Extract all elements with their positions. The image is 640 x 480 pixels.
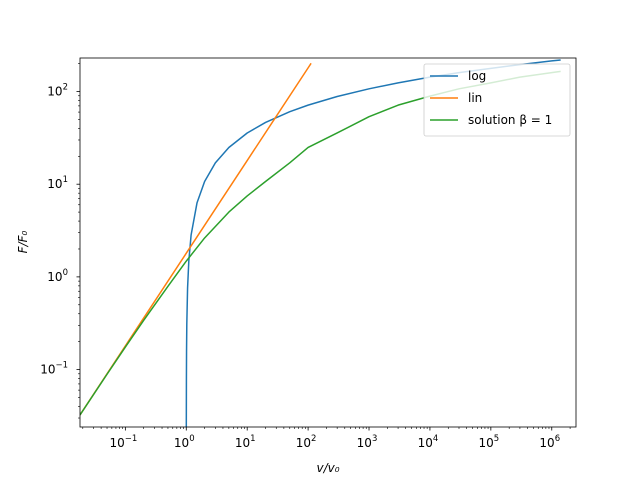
y-tick-label-2: 101 xyxy=(47,175,68,191)
x-tick-label-3: 102 xyxy=(296,434,317,450)
legend: log lin solution β = 1 xyxy=(423,63,571,137)
legend-entry-2: solution β = 1 xyxy=(468,113,552,127)
legend-entry-0: log xyxy=(468,69,486,83)
x-axis-label: v/v₀ xyxy=(316,461,339,475)
x-tick-label-6: 105 xyxy=(478,434,499,450)
y-tick-label-3: 102 xyxy=(47,83,68,99)
legend-entry-1: lin xyxy=(468,91,482,105)
x-tick-label-1: 100 xyxy=(174,434,195,450)
plot-frame xyxy=(79,57,577,428)
x-tick-label-4: 103 xyxy=(357,434,378,450)
y-tick-label-1: 100 xyxy=(47,268,68,284)
ticks-layer: 10−1 100 101 102 103 104 105 106 10−1 100 101 102 xyxy=(40,63,571,450)
legend-frame xyxy=(423,63,571,137)
x-tick-label-7: 106 xyxy=(539,434,560,450)
y-axis-label: F/F₀ xyxy=(16,230,30,253)
y-tick-label-0: 10−1 xyxy=(40,361,68,377)
x-tick-label-5: 104 xyxy=(418,434,439,450)
x-tick-label-0: 10−1 xyxy=(109,434,137,450)
x-tick-label-2: 101 xyxy=(235,434,256,450)
